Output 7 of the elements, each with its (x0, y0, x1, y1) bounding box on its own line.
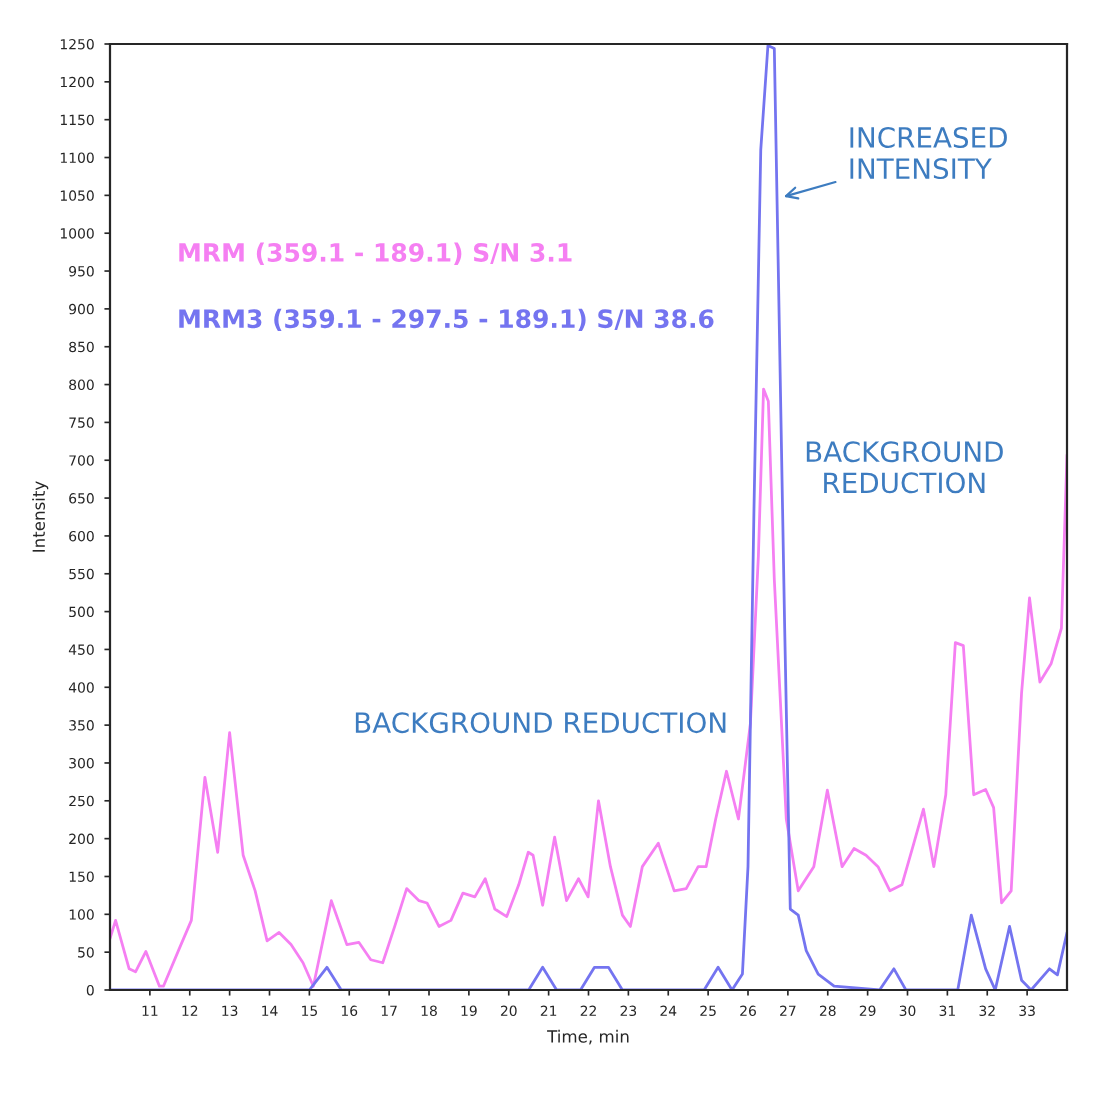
annotation: INCREASED INTENSITY (850, 127, 1007, 180)
series-label: MRM3 (359.1 - 297.5 - 189.1) S/N 38.6 (179, 308, 714, 332)
y-axis-title: Intensity (32, 481, 49, 552)
x-axis-title: Time, min (547, 1029, 629, 1045)
annotation: BACKGROUND REDUCTION (355, 712, 726, 734)
text: MRM (359.1 - 189.1) S/N 3.1 (179, 242, 572, 265)
annotation: BACKGROUND REDUCTION (806, 441, 1003, 494)
